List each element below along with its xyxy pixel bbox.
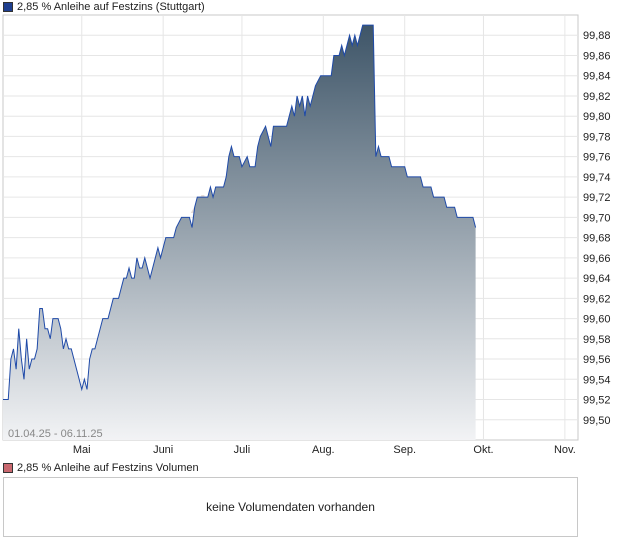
y-axis-ticks: 99,50 99,52 99,54 99,56 99,58 99,60 99,62 99,64…	[583, 30, 611, 427]
y-tick-label: 99,74	[583, 172, 611, 184]
y-tick-label: 99,66	[583, 253, 611, 265]
y-tick-label: 99,52	[583, 395, 611, 407]
y-tick-label: 99,82	[583, 91, 611, 103]
x-tick-label: Sep.	[393, 444, 416, 456]
x-tick-label: Juli	[234, 444, 251, 456]
x-tick-label: Juni	[153, 444, 173, 456]
y-tick-label: 99,50	[583, 415, 611, 427]
y-tick-label: 99,72	[583, 192, 611, 204]
volume-legend-swatch	[3, 463, 13, 473]
price-legend: 2,85 % Anleihe auf Festzins (Stuttgart)	[3, 0, 205, 14]
y-tick-label: 99,86	[583, 50, 611, 62]
volume-empty-message: keine Volumendaten vorhanden	[206, 500, 375, 514]
price-legend-label: 2,85 % Anleihe auf Festzins (Stuttgart)	[17, 1, 205, 13]
x-tick-label: Okt.	[473, 444, 493, 456]
price-area-fill	[3, 25, 476, 441]
y-tick-label: 99,58	[583, 334, 611, 346]
x-tick-label: Nov.	[554, 444, 576, 456]
volume-panel: keine Volumendaten vorhanden	[3, 477, 578, 537]
y-tick-label: 99,54	[583, 374, 611, 386]
volume-legend: 2,85 % Anleihe auf Festzins Volumen	[3, 461, 199, 475]
x-tick-label: Aug.	[312, 444, 335, 456]
price-legend-swatch	[3, 2, 13, 12]
price-line	[3, 24, 477, 401]
y-tick-label: 99,70	[583, 212, 611, 224]
y-tick-label: 99,62	[583, 293, 611, 305]
y-tick-label: 99,76	[583, 152, 611, 164]
y-tick-label: 99,68	[583, 233, 611, 245]
price-chart: AKTI 99,5099,5299,5499,5699,5899,6099,62…	[2, 14, 611, 456]
price-series	[3, 24, 477, 441]
x-tick-label: Mai	[73, 444, 91, 456]
y-tick-label: 99,64	[583, 273, 611, 285]
y-tick-label: 99,88	[583, 30, 611, 42]
y-tick-label: 99,78	[583, 131, 611, 143]
y-tick-label: 99,60	[583, 314, 611, 326]
y-tick-label: 99,56	[583, 354, 611, 366]
y-tick-label: 99,84	[583, 71, 611, 83]
y-tick-label: 99,80	[583, 111, 611, 123]
x-axis-ticks: Mai Juni Juli Aug. Sep. Okt. Nov.	[73, 444, 576, 456]
date-range-label: 01.04.25 - 06.11.25	[8, 428, 103, 440]
volume-legend-label: 2,85 % Anleihe auf Festzins Volumen	[17, 462, 199, 474]
